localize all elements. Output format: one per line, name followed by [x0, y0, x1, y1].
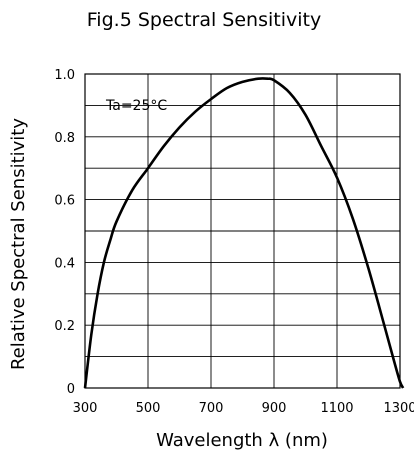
series-layer [83, 77, 405, 389]
grid [84, 73, 401, 389]
sensitivity-curve-0 [83, 77, 405, 389]
x-tick-label-4: 1100 [320, 401, 353, 416]
x-tick-label-3: 900 [262, 401, 287, 416]
y-tick-label-5: 1.0 [54, 68, 75, 83]
y-tick-label-4: 0.8 [54, 131, 75, 146]
y-tick-label-3: 0.6 [54, 194, 75, 209]
y-tick-label-0: 0 [67, 382, 75, 397]
y-tick-label-2: 0.4 [54, 256, 75, 271]
tick-labels: 300 500 700 900 1100 1300 0 0.2 0.4 0.6 0.8 1.0 [54, 68, 414, 416]
x-tick-label-5: 1300 [383, 401, 414, 416]
x-tick-label-2: 700 [199, 401, 224, 416]
x-tick-label-0: 300 [73, 401, 98, 416]
x-tick-label-1: 500 [136, 401, 161, 416]
y-tick-label-1: 0.2 [54, 319, 75, 334]
temperature-annotation: Ta=25°C [105, 98, 167, 114]
chart-title: Fig.5 Spectral Sensitivity [87, 9, 321, 31]
plot-frame [84, 73, 401, 389]
y-axis-label: Relative Spectral Sensitivity [8, 118, 29, 370]
x-axis-label: Wavelength λ (nm) [156, 430, 328, 451]
